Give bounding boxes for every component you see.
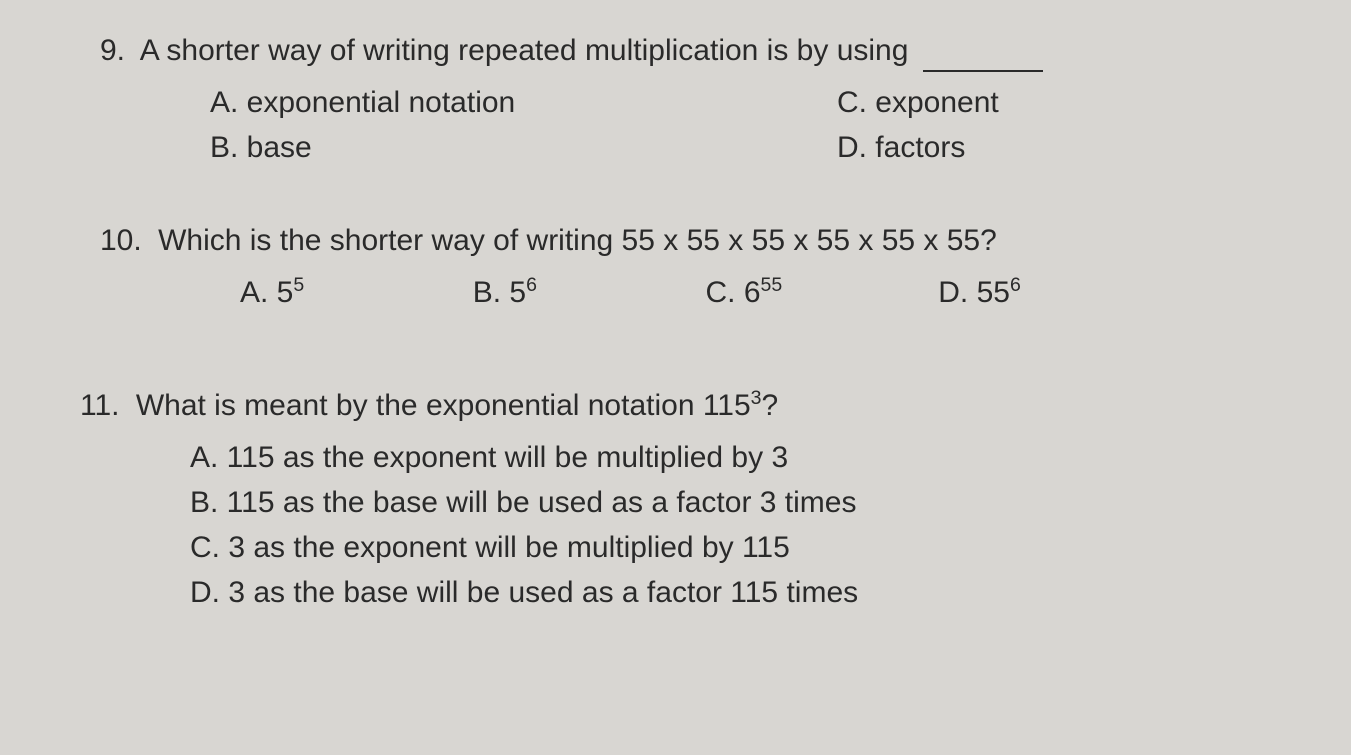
option-10d: D. 556 [938, 270, 1171, 315]
option-10c: C. 655 [706, 270, 939, 315]
option-10c-sup: 55 [761, 274, 783, 296]
option-10d-sup: 6 [1010, 274, 1021, 296]
option-10b: B. 56 [473, 270, 706, 315]
option-10a-base: A. 5 [240, 276, 293, 309]
question-11-options: A. 115 as the exponent will be multiplie… [60, 435, 1291, 615]
question-11-text: 11. What is meant by the exponential not… [60, 385, 1291, 427]
option-10b-base: B. 5 [473, 276, 526, 309]
question-11-number: 11. [80, 385, 119, 427]
option-11a: A. 115 as the exponent will be multiplie… [190, 435, 1291, 480]
question-9-number: 9. [100, 30, 125, 72]
option-10b-sup: 6 [526, 274, 537, 296]
question-11-body-pre: What is meant by the exponential notatio… [136, 389, 751, 422]
option-10a-sup: 5 [293, 274, 304, 296]
question-9-body: A shorter way of writing repeated multip… [140, 34, 909, 67]
question-10-body: Which is the shorter way of writing 55 x… [158, 224, 997, 257]
question-10-text: 10. Which is the shorter way of writing … [60, 220, 1291, 262]
option-10c-base: C. 6 [706, 276, 761, 309]
question-11: 11. What is meant by the exponential not… [60, 385, 1291, 615]
question-10-number: 10. [100, 220, 142, 262]
question-11-sup: 3 [751, 387, 762, 409]
option-9b: B. base [210, 125, 837, 170]
option-11d: D. 3 as the base will be used as a facto… [190, 570, 1291, 615]
option-9a: A. exponential notation [210, 80, 837, 125]
question-10: 10. Which is the shorter way of writing … [60, 220, 1291, 315]
question-10-options: A. 55 B. 56 C. 655 D. 556 [60, 270, 1291, 315]
question-9: 9. A shorter way of writing repeated mul… [60, 30, 1291, 170]
question-11-body-post: ? [762, 389, 779, 422]
question-9-options: A. exponential notation C. exponent B. b… [60, 80, 1291, 170]
option-9d: D. factors [837, 125, 1291, 170]
question-9-text: 9. A shorter way of writing repeated mul… [60, 30, 1291, 72]
option-10d-base: D. 55 [938, 276, 1010, 309]
option-11c: C. 3 as the exponent will be multiplied … [190, 525, 1291, 570]
blank-line [923, 70, 1043, 72]
option-9c: C. exponent [837, 80, 1291, 125]
option-10a: A. 55 [240, 270, 473, 315]
option-11b: B. 115 as the base will be used as a fac… [190, 480, 1291, 525]
